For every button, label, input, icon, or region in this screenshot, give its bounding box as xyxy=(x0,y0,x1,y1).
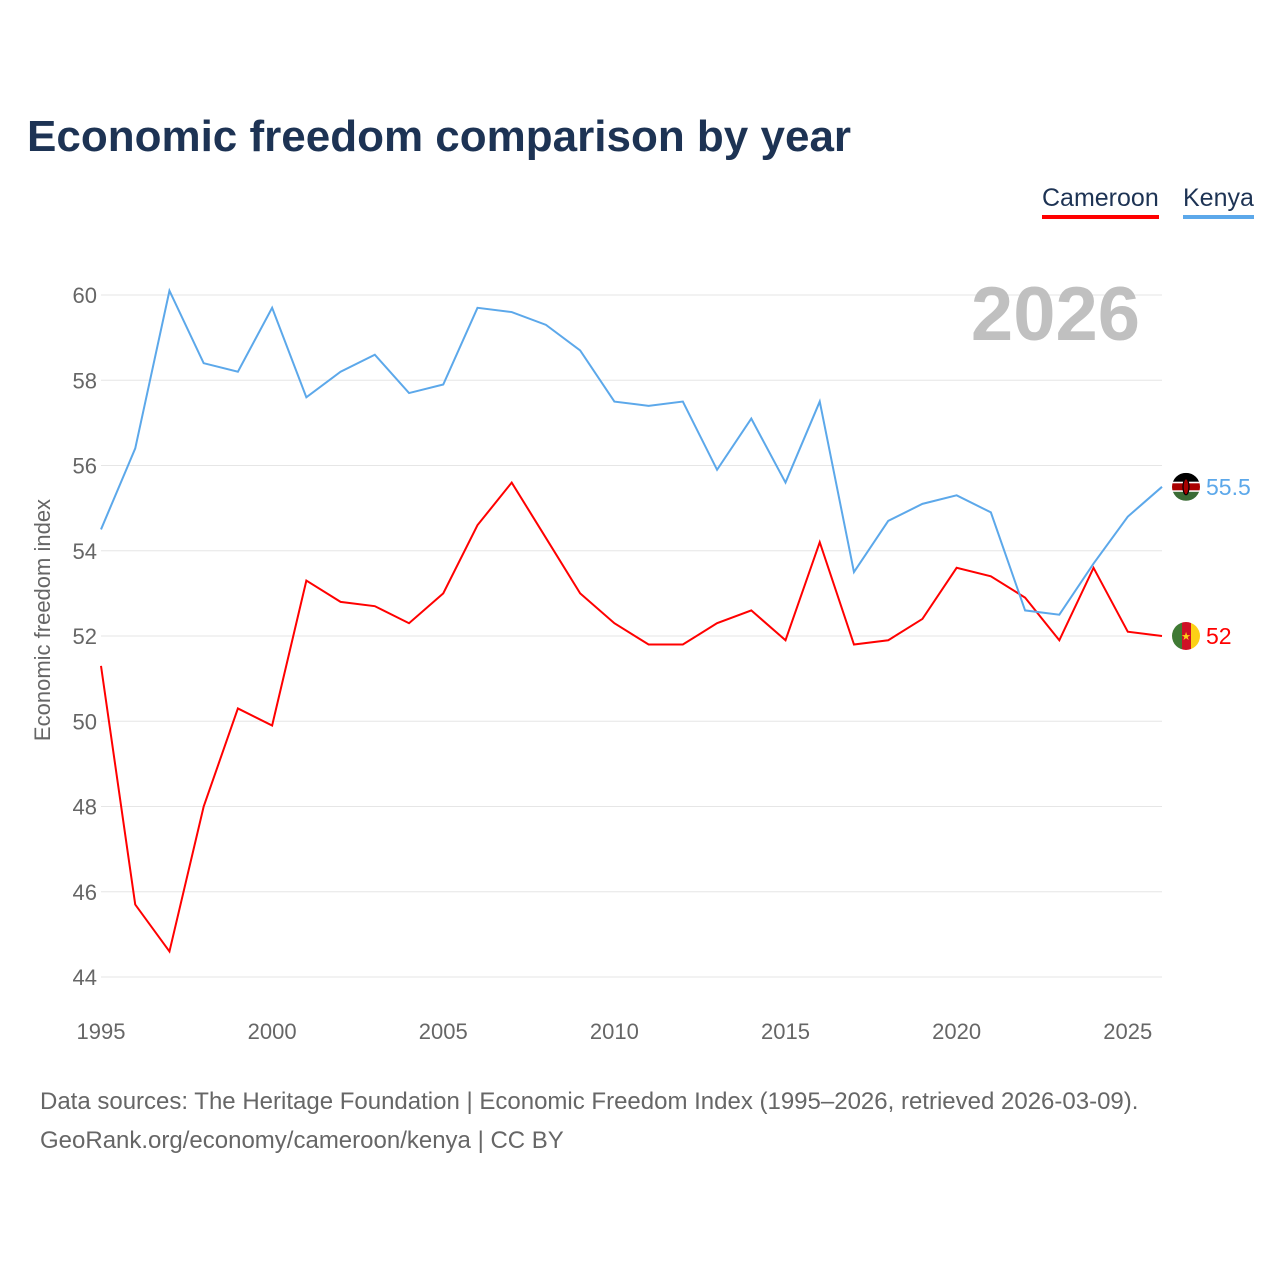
data-point[interactable] xyxy=(440,382,446,388)
data-point[interactable] xyxy=(235,705,241,711)
data-point[interactable] xyxy=(988,573,994,579)
data-point[interactable] xyxy=(885,637,891,643)
data-point[interactable] xyxy=(166,288,172,294)
data-point[interactable] xyxy=(338,369,344,375)
data-point[interactable] xyxy=(919,616,925,622)
y-tick-label: 60 xyxy=(73,283,97,308)
data-point[interactable] xyxy=(1056,637,1062,643)
data-point[interactable] xyxy=(1125,514,1131,520)
y-tick-label: 50 xyxy=(73,709,97,734)
data-point[interactable] xyxy=(817,539,823,545)
data-point[interactable] xyxy=(577,590,583,596)
data-point[interactable] xyxy=(988,509,994,515)
year-watermark: 2026 xyxy=(971,272,1140,357)
data-point[interactable] xyxy=(1056,612,1062,618)
data-point[interactable] xyxy=(338,599,344,605)
data-point[interactable] xyxy=(885,518,891,524)
data-point[interactable] xyxy=(954,492,960,498)
legend-item-cameroon[interactable]: Cameroon xyxy=(1042,184,1159,219)
y-tick-label: 48 xyxy=(73,795,97,820)
x-tick-label: 2015 xyxy=(761,1019,810,1044)
data-point[interactable] xyxy=(372,352,378,358)
end-value-label: 55.5 xyxy=(1206,474,1251,500)
x-tick-label: 2025 xyxy=(1103,1019,1152,1044)
y-axis-label: Economic freedom index xyxy=(30,499,55,741)
data-point[interactable] xyxy=(851,569,857,575)
credit-link[interactable]: GeoRank.org/economy/cameroon/kenya | CC … xyxy=(40,1127,564,1154)
data-point[interactable] xyxy=(440,590,446,596)
data-point[interactable] xyxy=(646,642,652,648)
y-tick-label: 46 xyxy=(73,880,97,905)
x-tick-label: 2005 xyxy=(419,1019,468,1044)
data-point[interactable] xyxy=(372,603,378,609)
data-point[interactable] xyxy=(646,403,652,409)
data-point[interactable] xyxy=(132,902,138,908)
data-point[interactable] xyxy=(132,445,138,451)
line-chart: 44 46 48 50 52 54 56 58 60 1995 2000 2005 2010 2015 20… xyxy=(30,272,1251,1044)
data-point[interactable] xyxy=(783,480,789,486)
cameroon-flag-icon: ★ xyxy=(1172,622,1200,650)
data-point[interactable] xyxy=(680,399,686,405)
data-point[interactable] xyxy=(201,360,207,366)
data-point[interactable] xyxy=(611,399,617,405)
chart-title: Economic freedom comparison by year xyxy=(27,112,852,161)
data-point[interactable] xyxy=(817,399,823,405)
data-point[interactable] xyxy=(509,480,515,486)
data-point[interactable] xyxy=(406,390,412,396)
data-point[interactable] xyxy=(98,663,104,669)
data-point[interactable] xyxy=(1125,629,1131,635)
y-tick-label: 56 xyxy=(73,454,97,479)
data-point[interactable] xyxy=(680,642,686,648)
x-tick-label: 2000 xyxy=(248,1019,297,1044)
data-point[interactable] xyxy=(919,501,925,507)
series-line-cameroon[interactable] xyxy=(100,480,1163,954)
data-point[interactable] xyxy=(714,620,720,626)
data-point[interactable] xyxy=(1091,561,1097,567)
y-tick-label: 52 xyxy=(73,624,97,649)
data-point[interactable] xyxy=(474,522,480,528)
data-point[interactable] xyxy=(748,416,754,422)
data-point[interactable] xyxy=(406,620,412,626)
data-point[interactable] xyxy=(543,322,549,328)
data-point[interactable] xyxy=(783,637,789,643)
data-point[interactable] xyxy=(98,526,104,532)
y-tick-label: 54 xyxy=(73,539,97,564)
data-point[interactable] xyxy=(543,535,549,541)
series-line-kenya[interactable] xyxy=(100,287,1163,616)
data-point[interactable] xyxy=(954,565,960,571)
data-point[interactable] xyxy=(577,347,583,353)
x-tick-label: 1995 xyxy=(77,1019,126,1044)
end-value-label: 52 xyxy=(1206,623,1232,649)
data-point[interactable] xyxy=(851,642,857,648)
data-point[interactable] xyxy=(1159,633,1165,639)
data-point[interactable] xyxy=(1022,595,1028,601)
data-point[interactable] xyxy=(269,723,275,729)
y-tick-label: 58 xyxy=(73,368,97,393)
y-tick-label: 44 xyxy=(73,965,97,990)
data-point[interactable] xyxy=(748,607,754,613)
data-point[interactable] xyxy=(1022,607,1028,613)
kenya-flag-icon xyxy=(1172,472,1200,501)
data-point[interactable] xyxy=(166,948,172,954)
legend-item-kenya[interactable]: Kenya xyxy=(1183,184,1254,219)
data-point[interactable] xyxy=(714,467,720,473)
data-point[interactable] xyxy=(303,578,309,584)
data-point[interactable] xyxy=(303,394,309,400)
data-point[interactable] xyxy=(269,305,275,311)
x-tick-label: 2020 xyxy=(932,1019,981,1044)
data-point[interactable] xyxy=(509,309,515,315)
data-point[interactable] xyxy=(201,804,207,810)
data-point[interactable] xyxy=(1159,484,1165,490)
svg-text:★: ★ xyxy=(1181,631,1191,643)
data-point[interactable] xyxy=(611,620,617,626)
x-tick-label: 2010 xyxy=(590,1019,639,1044)
data-sources: Data sources: The Heritage Foundation | … xyxy=(40,1088,1139,1115)
data-point[interactable] xyxy=(474,305,480,311)
data-point[interactable] xyxy=(235,369,241,375)
